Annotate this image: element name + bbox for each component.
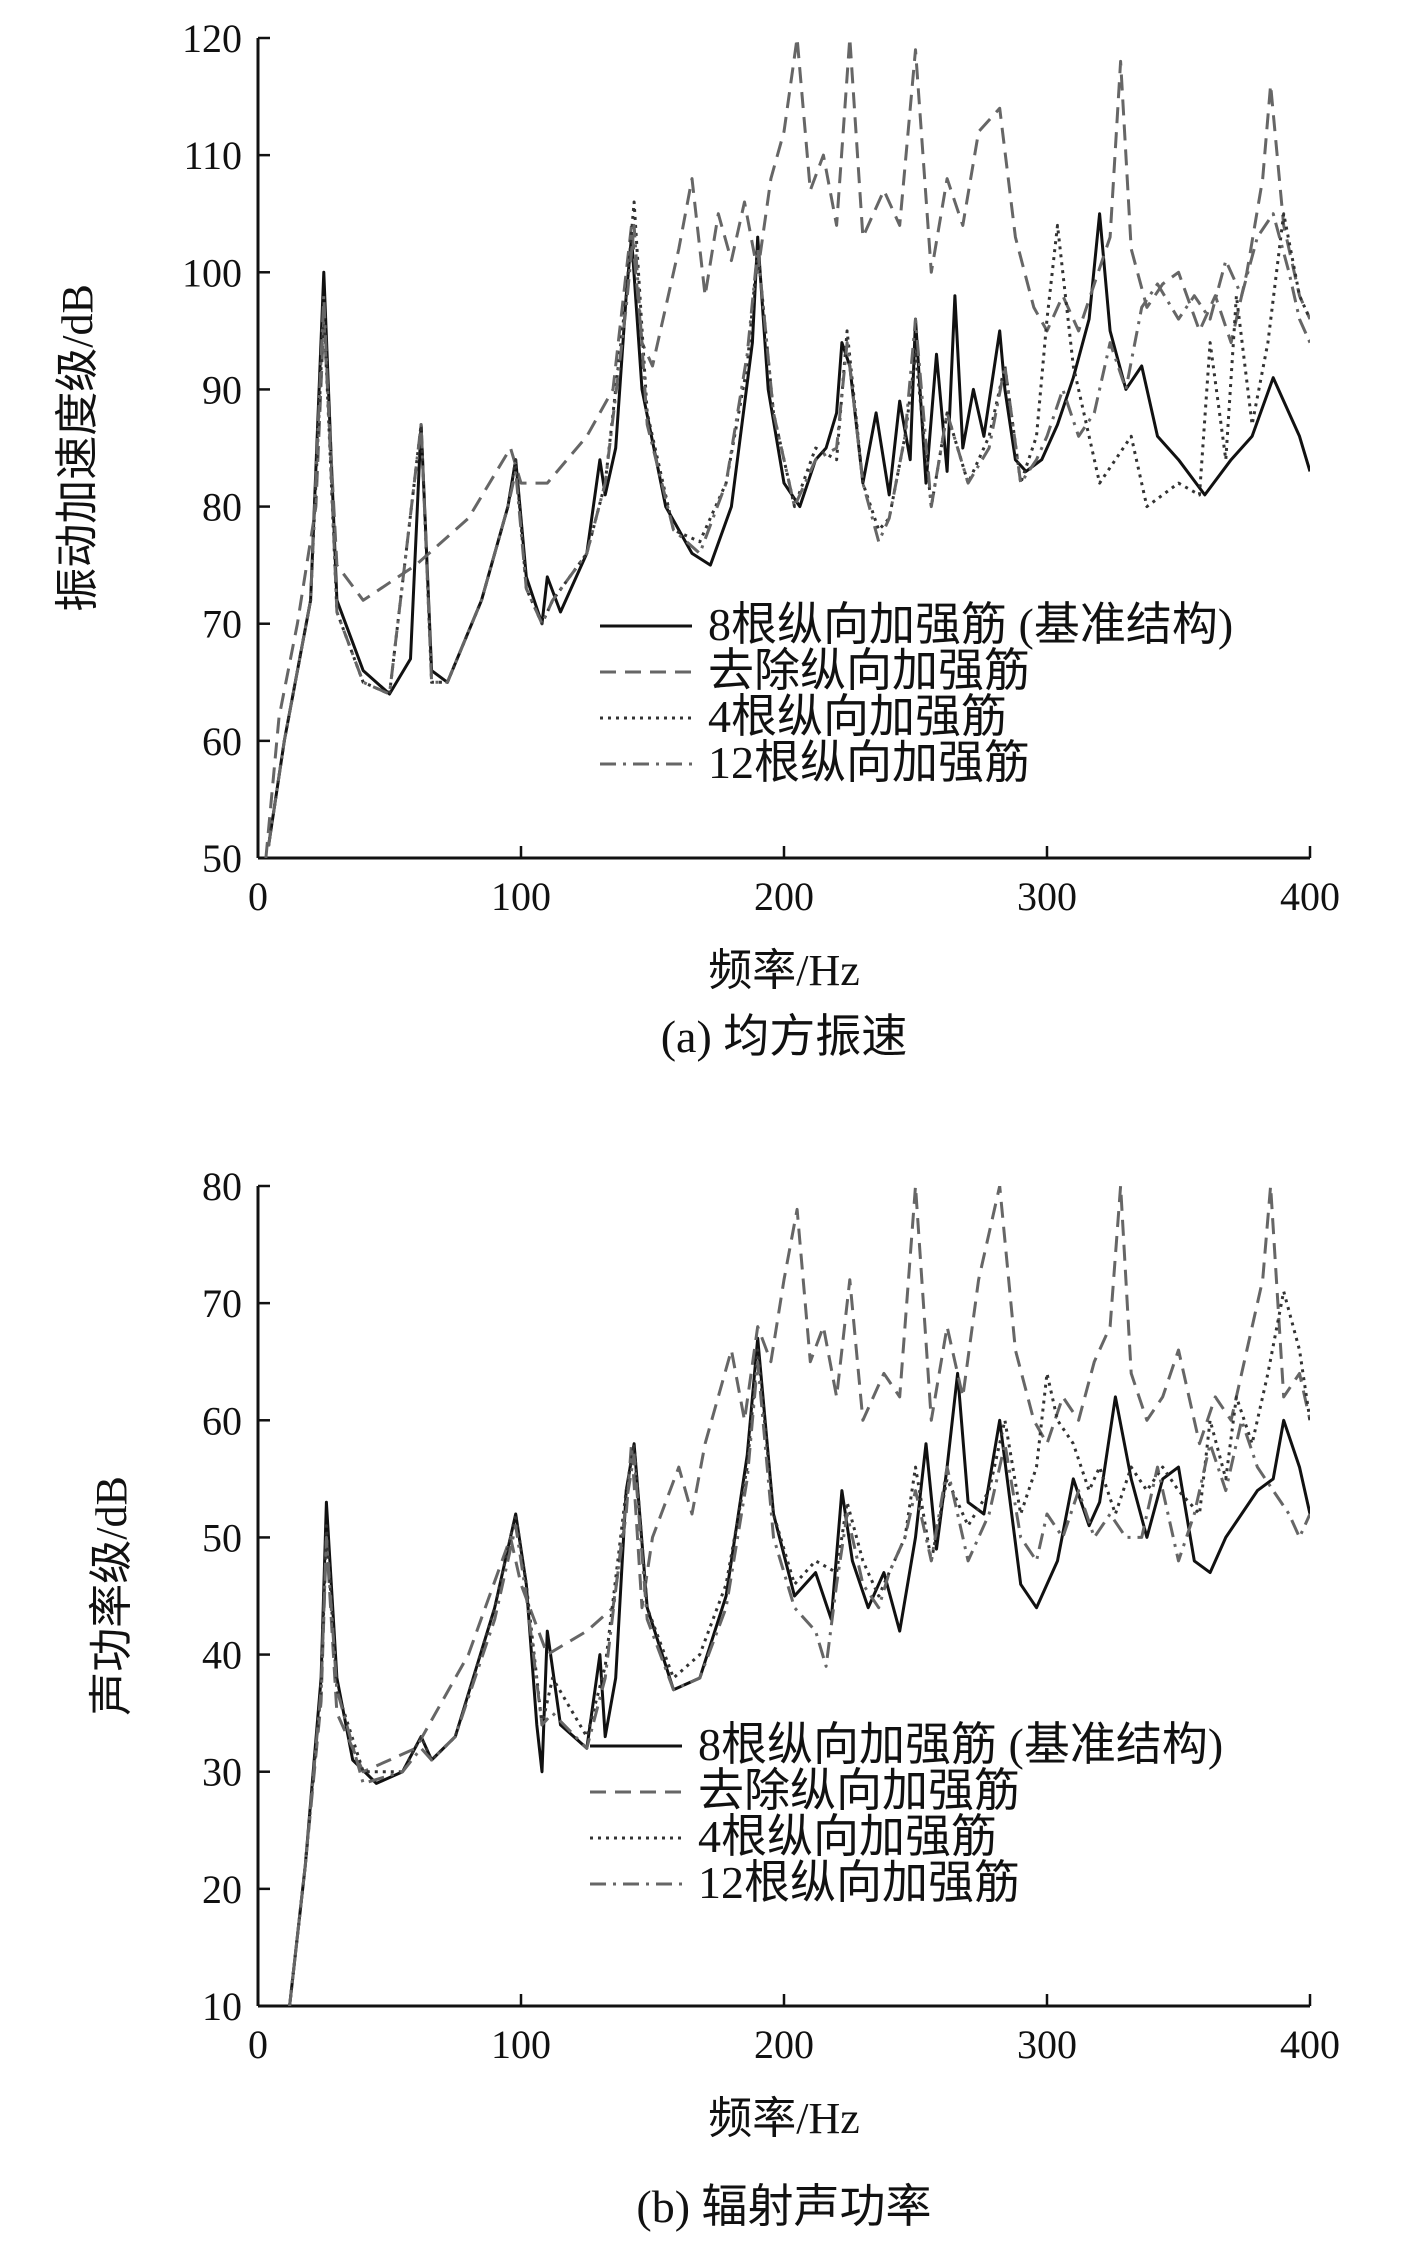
y-tick-label: 80 <box>202 485 242 530</box>
y-tick-label: 100 <box>182 250 242 295</box>
x-tick-label: 300 <box>1017 874 1077 919</box>
caption-b: (b) 辐射声功率 <box>636 2181 931 2232</box>
y-tick-label: 90 <box>202 367 242 412</box>
x-tick-label: 100 <box>491 2022 551 2067</box>
y-tick-label: 60 <box>202 719 242 764</box>
x-axis-label-a: 频率/Hz <box>708 946 860 995</box>
legend-label: 8根纵向加强筋 (基准结构) <box>708 599 1233 650</box>
x-axis-label-b: 频率/Hz <box>708 2094 860 2143</box>
legend-label: 4根纵向加强筋 <box>698 1811 997 1862</box>
legend-label: 12根纵向加强筋 <box>698 1857 1020 1908</box>
legend-label: 8根纵向加强筋 (基准结构) <box>698 1719 1223 1770</box>
y-tick-label: 110 <box>183 133 242 178</box>
series-line-dashdot <box>288 1360 1310 2006</box>
y-tick-label: 20 <box>202 1867 242 1912</box>
x-tick-label: 100 <box>491 874 551 919</box>
y-tick-label: 120 <box>182 16 242 61</box>
y-tick-label: 40 <box>202 1633 242 1678</box>
y-tick-label: 80 <box>202 1164 242 1209</box>
y-tick-label: 50 <box>202 836 242 881</box>
x-tick-label: 0 <box>248 874 268 919</box>
x-tick-label: 200 <box>754 874 814 919</box>
x-tick-label: 0 <box>248 2022 268 2067</box>
x-tick-label: 400 <box>1280 2022 1340 2067</box>
y-tick-label: 30 <box>202 1750 242 1795</box>
x-tick-label: 300 <box>1017 2022 1077 2067</box>
series-line-dotted <box>288 1289 1310 2006</box>
x-tick-label: 400 <box>1280 874 1340 919</box>
y-tick-label: 70 <box>202 602 242 647</box>
legend-label: 4根纵向加强筋 <box>708 691 1007 742</box>
y-tick-label: 50 <box>202 1515 242 1560</box>
series-line-dashed <box>288 1186 1310 2006</box>
legend-label: 去除纵向加强筋 <box>708 645 1030 696</box>
legend-label: 12根纵向加强筋 <box>708 737 1030 788</box>
legend-label: 去除纵向加强筋 <box>698 1765 1020 1816</box>
y-tick-label: 60 <box>202 1398 242 1443</box>
chart-vibration-velocity: 50 60 70 80 90 100 110 120 0 100 200 300 400 振动加速度级… <box>53 16 1340 1062</box>
y-tick-label: 70 <box>202 1281 242 1326</box>
x-tick-label: 200 <box>754 2022 814 2067</box>
y-axis-label-a: 振动加速度级/dB <box>53 284 102 612</box>
y-tick-label: 10 <box>202 1984 242 2029</box>
caption-a: (a) 均方振速 <box>661 1011 908 1062</box>
series-line-dashdot <box>267 212 1310 847</box>
y-axis-label-b: 声功率级/dB <box>87 1476 136 1716</box>
chart-radiated-sound-power: 10 20 30 40 50 60 70 80 0 100 200 300 400 声功率级/dB 频… <box>87 1164 1340 2232</box>
